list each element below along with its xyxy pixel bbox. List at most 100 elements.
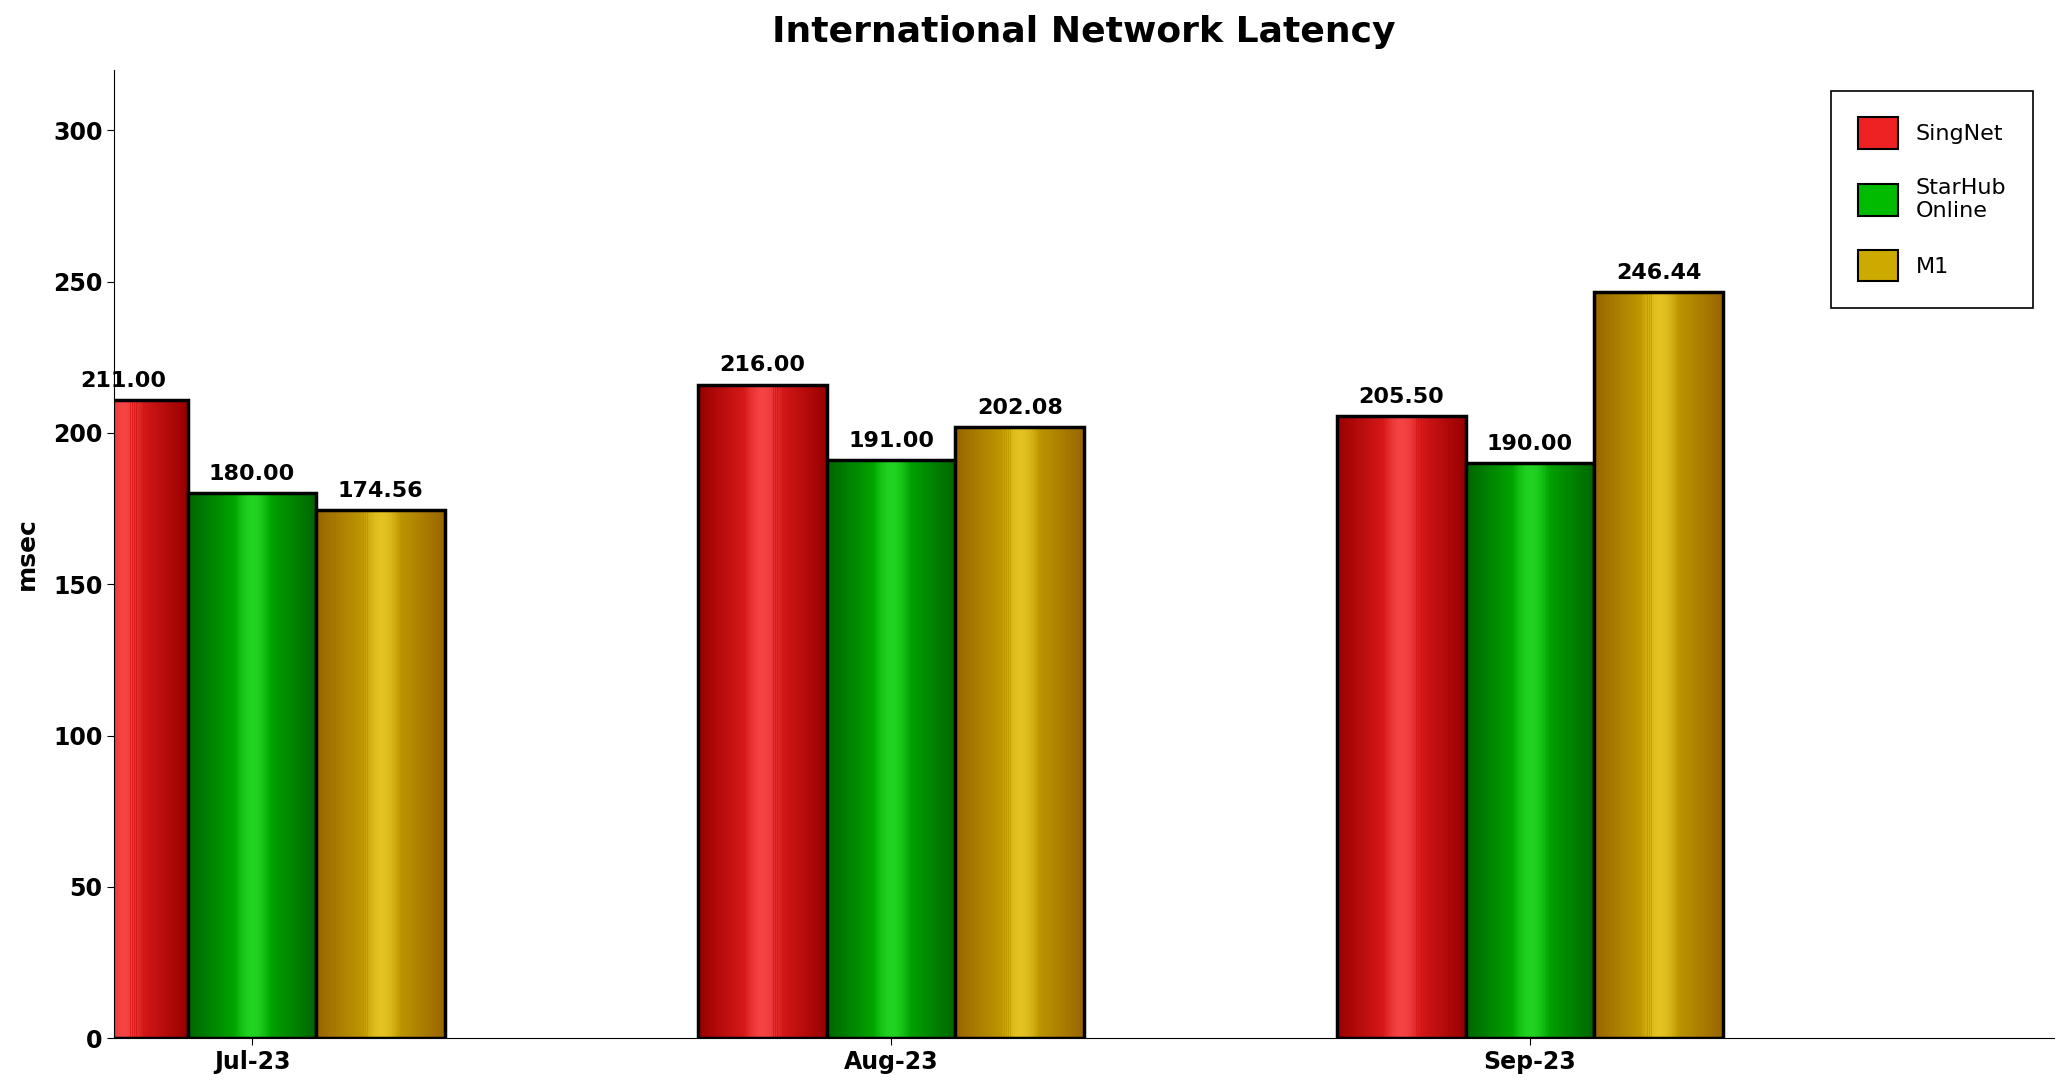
Bar — [137, 400, 139, 1038]
Bar — [254, 493, 257, 1038]
Bar — [114, 400, 118, 1038]
Bar — [230, 493, 234, 1038]
Bar — [74, 400, 77, 1038]
Bar — [1045, 427, 1047, 1038]
Bar — [859, 461, 861, 1038]
Bar — [1479, 463, 1481, 1038]
Bar — [391, 510, 393, 1038]
Bar — [1372, 416, 1374, 1038]
Bar — [828, 461, 956, 1038]
Bar — [987, 427, 989, 1038]
Bar — [759, 384, 761, 1038]
Bar — [1008, 427, 1010, 1038]
Bar — [910, 461, 912, 1038]
Bar — [60, 400, 62, 1038]
Bar — [964, 427, 966, 1038]
Bar — [1504, 463, 1506, 1038]
Bar — [815, 384, 817, 1038]
Bar — [1037, 427, 1039, 1038]
Bar — [1014, 427, 1016, 1038]
Bar — [286, 493, 288, 1038]
Bar — [428, 510, 430, 1038]
Bar — [1597, 292, 1599, 1038]
Text: 180.00: 180.00 — [209, 464, 296, 485]
Bar — [850, 461, 852, 1038]
Bar — [1533, 463, 1535, 1038]
Bar — [190, 493, 192, 1038]
Bar — [1063, 427, 1066, 1038]
Bar — [799, 384, 801, 1038]
Bar — [1361, 416, 1363, 1038]
Bar — [1041, 427, 1043, 1038]
Bar — [941, 461, 943, 1038]
Bar — [366, 510, 368, 1038]
Bar — [1442, 416, 1444, 1038]
Bar — [93, 400, 95, 1038]
Bar — [921, 461, 923, 1038]
Bar — [890, 461, 892, 1038]
Bar — [1668, 292, 1670, 1038]
Bar — [215, 493, 217, 1038]
Bar — [1506, 463, 1508, 1038]
Bar — [101, 400, 103, 1038]
Bar — [946, 461, 948, 1038]
Bar — [761, 384, 763, 1038]
Bar — [1705, 292, 1709, 1038]
Bar — [60, 400, 188, 1038]
Bar — [774, 384, 776, 1038]
Bar — [1591, 463, 1593, 1038]
Bar — [238, 493, 240, 1038]
Bar — [66, 400, 68, 1038]
Text: 174.56: 174.56 — [337, 481, 424, 501]
Bar — [329, 510, 331, 1038]
Legend: SingNet, StarHub
Online, M1: SingNet, StarHub Online, M1 — [1831, 90, 2034, 308]
Bar — [103, 400, 106, 1038]
Bar — [201, 493, 203, 1038]
Bar — [1610, 292, 1612, 1038]
Bar — [1620, 292, 1622, 1038]
Bar — [430, 510, 432, 1038]
Bar — [1428, 416, 1430, 1038]
Bar — [1401, 416, 1403, 1038]
Bar — [1548, 463, 1550, 1038]
Bar — [194, 493, 197, 1038]
Bar — [1426, 416, 1428, 1038]
Bar — [1461, 416, 1463, 1038]
Bar — [716, 384, 718, 1038]
Bar — [871, 461, 873, 1038]
Bar — [1682, 292, 1684, 1038]
Bar — [697, 384, 699, 1038]
Bar — [1407, 416, 1409, 1038]
Bar — [1709, 292, 1711, 1038]
Bar — [112, 400, 114, 1038]
Bar — [1556, 463, 1558, 1038]
Bar — [172, 400, 176, 1038]
Bar — [147, 400, 149, 1038]
Bar — [797, 384, 799, 1038]
Bar — [807, 384, 809, 1038]
Bar — [1583, 463, 1585, 1038]
Bar — [298, 493, 300, 1038]
Bar — [991, 427, 993, 1038]
Bar — [1546, 463, 1548, 1038]
Bar — [120, 400, 122, 1038]
Bar — [1452, 416, 1455, 1038]
Bar — [182, 400, 184, 1038]
Bar — [811, 384, 813, 1038]
Bar — [832, 461, 834, 1038]
Bar — [1409, 416, 1411, 1038]
Bar — [118, 400, 120, 1038]
Bar — [1380, 416, 1382, 1038]
Bar — [826, 384, 828, 1038]
Bar — [794, 384, 797, 1038]
Bar — [753, 384, 755, 1038]
Bar — [1463, 416, 1465, 1038]
Bar — [64, 400, 66, 1038]
Bar — [1543, 463, 1546, 1038]
Bar — [317, 510, 445, 1038]
Bar — [914, 461, 917, 1038]
Title: International Network Latency: International Network Latency — [772, 15, 1397, 49]
Bar — [809, 384, 811, 1038]
Bar — [917, 461, 919, 1038]
Bar — [786, 384, 788, 1038]
